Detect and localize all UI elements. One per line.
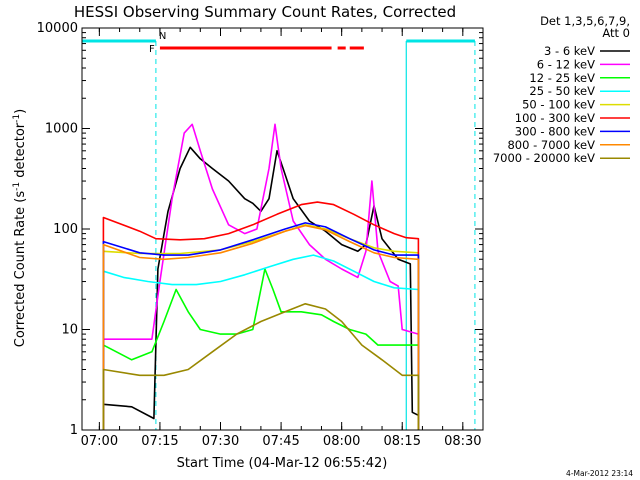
series-line [102, 268, 420, 430]
legend-header-line2: Att 0 [602, 26, 630, 40]
series-line [102, 146, 420, 430]
legend-entry-label: 7000 - 20000 keV [493, 151, 595, 165]
legend-entry-label: 25 - 50 keV [529, 84, 595, 98]
legend-entry-label: 50 - 100 keV [522, 98, 595, 112]
y-tick-label: 10000 [37, 21, 78, 36]
night-flag-label: N [159, 31, 166, 42]
x-tick-label: 07:45 [262, 434, 299, 449]
x-axis: 07:00 07:15 07:30 07:45 08:00 08:15 08:30 [81, 28, 484, 449]
y-axis-label-mid: detector [13, 122, 28, 182]
legend-entry-label: 100 - 300 keV [515, 111, 595, 125]
legend-entry-label: 3 - 6 keV [544, 44, 595, 58]
series-line [102, 303, 420, 430]
x-tick-label: 08:30 [444, 434, 481, 449]
x-tick-label: 07:00 [81, 434, 118, 449]
y-axis-label-sup1: -1 [12, 182, 22, 191]
series-line [102, 254, 420, 430]
legend-entry-label: 12 - 25 keV [529, 71, 595, 85]
legend-entry-label: 800 - 7000 keV [507, 138, 595, 152]
x-tick-label: 07:15 [141, 434, 178, 449]
y-axis-label: Corrected Count Rate (s-1 detector-1) [12, 109, 28, 347]
legend-entry-label: 300 - 800 keV [515, 124, 595, 138]
x-axis-label: Start Time (04-Mar-12 06:55:42) [177, 456, 388, 471]
legend-header-line1: Det 1,3,5,6,7,9, [540, 14, 630, 28]
series-line [102, 222, 420, 430]
x-tick-label: 07:30 [202, 434, 239, 449]
x-tick-label: 08:00 [323, 434, 360, 449]
series-line [102, 201, 420, 430]
y-axis-label-end: ) [13, 109, 28, 114]
y-axis-label-sup2: -1 [12, 114, 22, 123]
y-tick-label: 1 [70, 423, 78, 438]
y-tick-label: 10 [61, 323, 78, 338]
flare-flag-label: F [149, 44, 155, 55]
series-line [102, 123, 420, 430]
chart-title: HESSI Observing Summary Count Rates, Cor… [74, 3, 456, 21]
y-tick-label: 100 [53, 222, 78, 237]
legend-entry-label: 6 - 12 keV [537, 57, 595, 71]
y-axis: 1 10 100 1000 10000 [37, 21, 483, 438]
footer-date: 4-Mar-2012 23:14 [566, 469, 633, 478]
x-tick-label: 08:15 [384, 434, 421, 449]
y-axis-label-main: Corrected Count Rate (s [13, 191, 28, 348]
series-group [102, 123, 420, 430]
y-tick-label: 1000 [45, 122, 78, 137]
series-line [102, 224, 420, 430]
